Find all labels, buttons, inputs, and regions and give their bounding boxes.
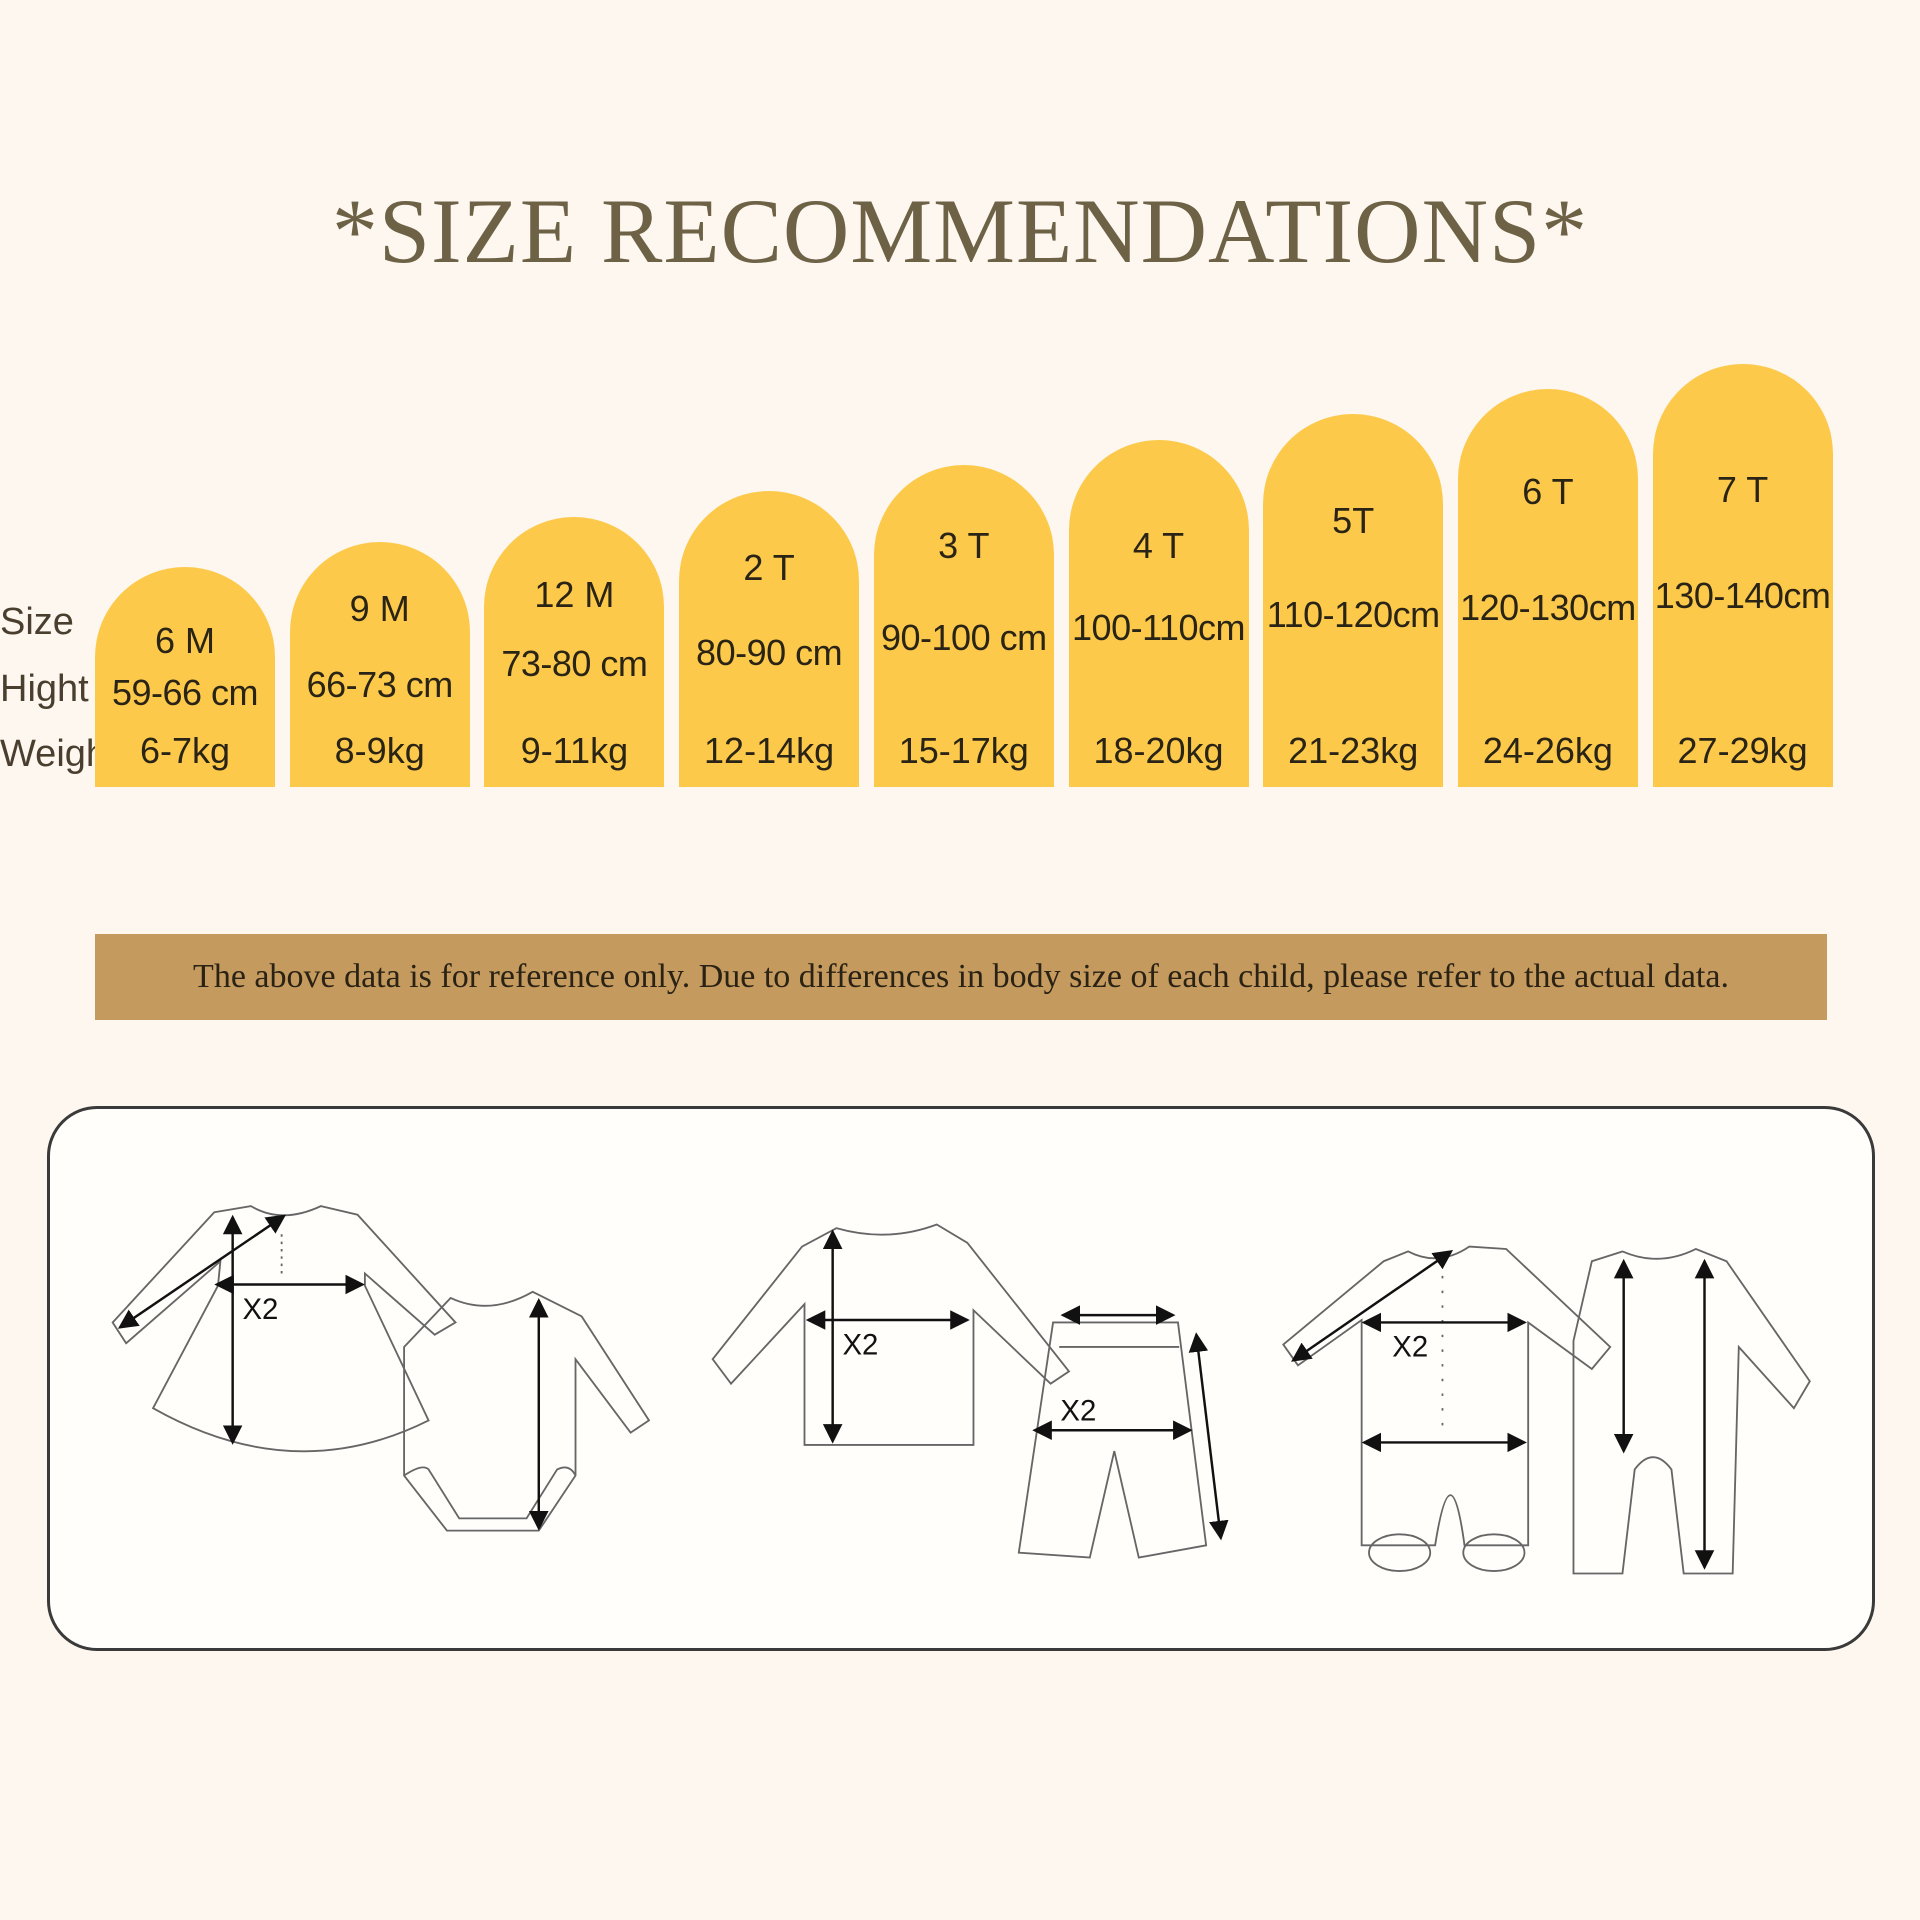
size-label: 9 M (349, 588, 410, 629)
row-label-height: Hight (0, 668, 89, 710)
height-range: 110-120cm (1266, 594, 1440, 635)
disclaimer-banner: The above data is for reference only. Du… (95, 934, 1827, 1020)
measurement-guide-panel (47, 1106, 1875, 1651)
weight-range: 18-20kg (1093, 730, 1224, 771)
size-label: 5T (1332, 500, 1375, 541)
weight-range: 9-11kg (520, 730, 629, 771)
size-label: 12 M (534, 574, 615, 615)
height-range: 120-130cm (1460, 587, 1636, 628)
page-title: *SIZE RECOMMENDATIONS* (331, 180, 1589, 282)
size-label: 2 T (743, 547, 795, 588)
weight-range: 12-14kg (704, 730, 835, 771)
size-label: 4 T (1132, 525, 1185, 566)
size-label: 6 T (1522, 471, 1574, 512)
size-arch (484, 517, 665, 787)
size-arch (1263, 414, 1444, 787)
size-label: 7 T (1716, 469, 1769, 510)
size-arch (1457, 389, 1638, 787)
row-label-size: Size (0, 601, 74, 643)
weight-range: 15-17kg (898, 730, 1029, 771)
size-arch (95, 567, 275, 787)
size-arch (873, 465, 1054, 787)
height-range: 59-66 cm (111, 672, 259, 713)
size-label: 6 M (154, 620, 215, 661)
size-arch (1652, 364, 1833, 787)
size-arch (679, 491, 860, 787)
height-range: 73-80 cm (501, 643, 648, 684)
weight-range: 6-7kg (139, 730, 231, 771)
height-range: 66-73 cm (306, 664, 454, 705)
weight-range: 8-9kg (334, 730, 425, 771)
weight-range: 21-23kg (1288, 730, 1419, 771)
height-range: 100-110cm (1072, 607, 1245, 648)
weight-range: 24-26kg (1482, 730, 1613, 771)
height-range: 130-140cm (1654, 575, 1831, 616)
size-label: 3 T (938, 525, 990, 566)
size-arch (1068, 440, 1249, 787)
height-range: 80-90 cm (696, 632, 843, 673)
weight-range: 27-29kg (1677, 730, 1808, 771)
height-range: 90-100 cm (881, 617, 1047, 658)
size-arch (289, 542, 470, 787)
